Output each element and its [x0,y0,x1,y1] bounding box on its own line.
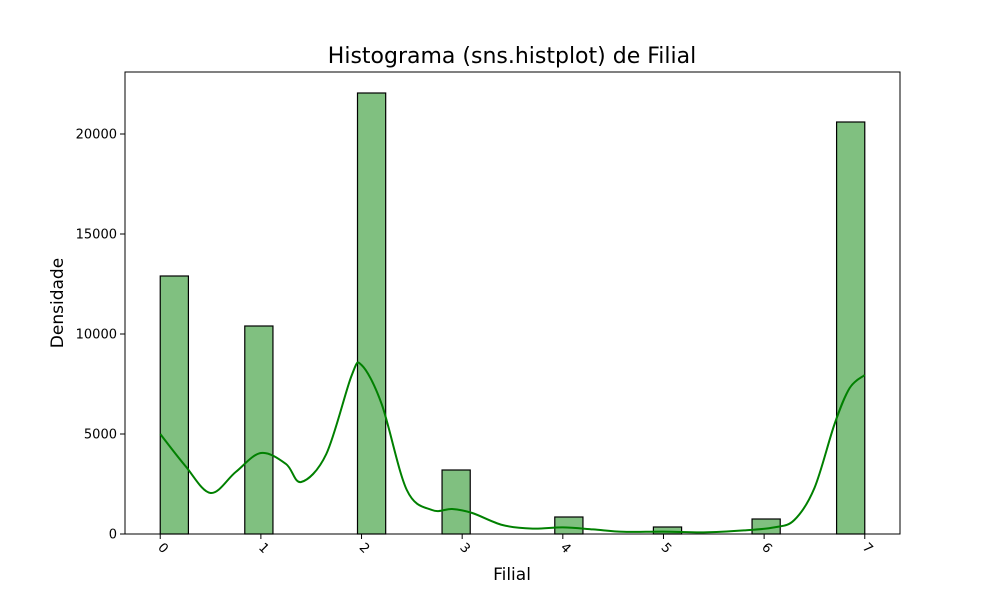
y-tick-label: 0 [109,528,117,543]
histogram-bar-5 [652,526,683,535]
x-tick-label: 1 [255,540,271,556]
histogram-bar-3 [441,469,471,535]
chart-title: Histograma (sns.histplot) de Filial [328,44,696,69]
histogram-bar-2 [356,92,387,535]
histogram-bar-0 [159,275,190,535]
y-axis-label: Densidade [48,258,68,348]
plot-area: 0 1 2 3 4 5 6 7 0 5000 10000 15000 20000 [76,92,875,557]
histogram-bar-1 [244,325,274,535]
x-tick-label: 2 [356,540,372,556]
x-tick-label: 6 [758,540,774,556]
y-tick-label: 20000 [76,128,117,143]
x-tick-label: 4 [557,540,573,556]
y-tick-label: 10000 [76,328,117,343]
histogram-bar-7 [835,121,866,535]
x-axis-label: Filial [493,565,531,585]
x-tick-label: 7 [859,540,875,556]
kde-line [159,361,866,534]
x-tick-label: 3 [456,540,472,556]
x-tick-label: 0 [154,540,170,556]
histogram-bar-4 [554,516,584,535]
y-tick-label: 5000 [84,428,117,443]
x-tick-label: 5 [658,540,674,556]
plot-frame [124,71,901,535]
y-tick-label: 15000 [76,228,117,243]
